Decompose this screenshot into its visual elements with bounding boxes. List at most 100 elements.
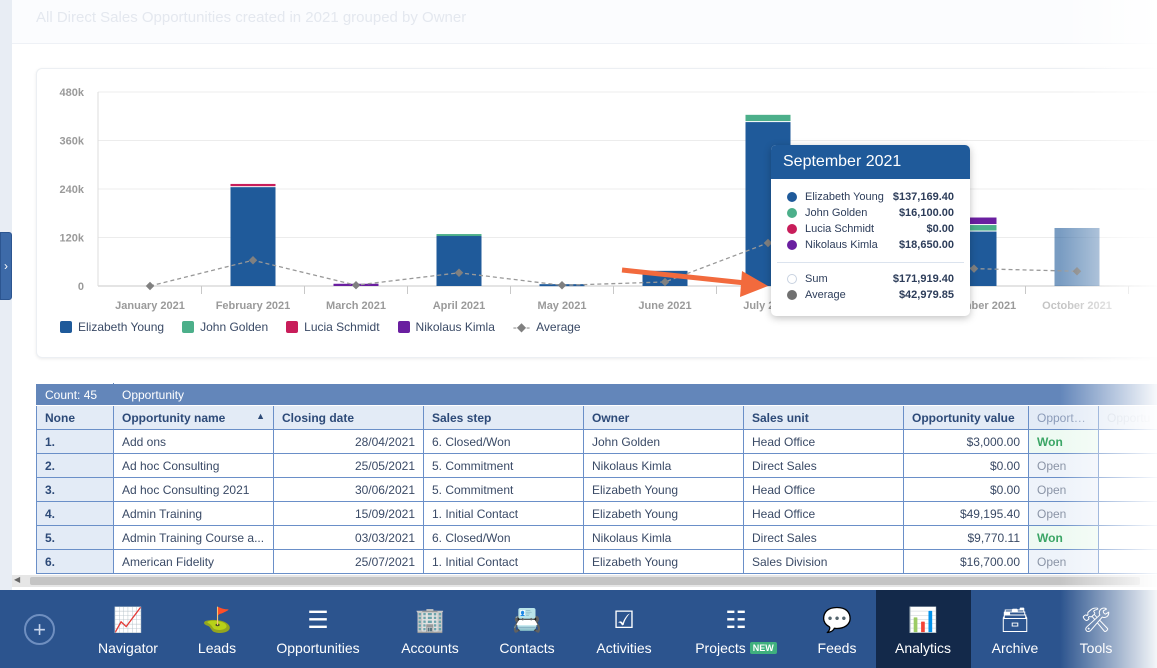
average-point[interactable] [969, 264, 979, 273]
nav-navigator[interactable]: 📈 Navigator [73, 590, 183, 668]
column-header[interactable]: Opportunity name ▲ [113, 405, 274, 430]
bar-john-golden[interactable] [951, 225, 997, 231]
average-point[interactable] [145, 281, 155, 291]
nav-projects[interactable]: ☷ Projects NEW [681, 590, 791, 668]
nav-tools[interactable]: 🛠 Tools [1041, 590, 1151, 668]
table-cell: $3,000.00 [903, 429, 1029, 454]
table-cell: 25/05/2021 [273, 453, 424, 478]
table-cell: Open [1028, 501, 1099, 526]
column-header[interactable]: Closing date [273, 405, 424, 430]
column-header[interactable]: Opportu... [1028, 405, 1099, 430]
table-cell: Open [1028, 549, 1099, 574]
column-header[interactable]: Owner [583, 405, 744, 430]
average-point[interactable] [557, 281, 567, 290]
legend-item-average[interactable]: -◆- Average [512, 320, 581, 334]
bottom-navigation: + 📈 Navigator ⛳ Leads ☰ Opportunities 🏢 Account… [0, 590, 1157, 668]
table-row[interactable]: 2. Ad hoc Consulting 25/05/2021 5. Commitme… [36, 453, 1157, 478]
table-cell: John Golden [583, 429, 744, 454]
table-row[interactable]: 4. Admin Training 15/09/2021 1. Initial Con… [36, 501, 1157, 526]
table-cell: Admin Training [113, 501, 274, 526]
bar-lucia-schmidt[interactable] [230, 183, 276, 187]
legend-item[interactable]: Lucia Schmidt [286, 320, 380, 334]
average-point[interactable] [248, 255, 258, 265]
nav-contacts[interactable]: 📇 Contacts [472, 590, 582, 668]
table-cell: Direct Sales [743, 453, 904, 478]
table-cell [1097, 501, 1157, 526]
nav-feeds[interactable]: 💬 Feeds [782, 590, 892, 668]
column-header[interactable]: None [36, 405, 114, 430]
tooltip-divider [777, 262, 964, 263]
scroll-left-icon[interactable]: ◀ [14, 575, 21, 584]
average-point[interactable] [454, 268, 464, 278]
table-cell: 03/03/2021 [273, 525, 424, 550]
table-cell: Ad hoc Consulting 2021 [113, 477, 274, 502]
table-row[interactable]: 6. American Fidelity 25/07/2021 1. Initial … [36, 549, 1157, 574]
expand-sidebar-chevron-icon[interactable]: › [0, 232, 12, 300]
column-header[interactable]: Sales unit [743, 405, 904, 430]
average-point[interactable] [660, 277, 670, 287]
nav-archive[interactable]: 🗃 Archive [960, 590, 1070, 668]
nav-analytics[interactable]: 📊 Analytics [875, 590, 971, 668]
table-cell: Open [1028, 453, 1099, 478]
table-cell [1097, 525, 1157, 550]
bar-john-golden[interactable] [436, 234, 482, 237]
column-header[interactable]: Opportunity value [903, 405, 1029, 430]
bar-john-golden[interactable] [745, 114, 791, 122]
table-cell: 5. Commitment [423, 453, 584, 478]
table-cell: Open [1028, 477, 1099, 502]
table-cell [1097, 453, 1157, 478]
tooltip-row: Nikolaus Kimla $18,650.00 [771, 237, 970, 253]
bar-elizabeth-young[interactable] [230, 187, 276, 286]
average-point[interactable] [351, 280, 361, 290]
table-cell: 1. [36, 429, 114, 454]
table-cell: Head Office [743, 429, 904, 454]
table-cell: Won [1028, 429, 1099, 454]
y-tick-label: 240k [60, 184, 85, 196]
x-tick-label: April 2021 [433, 300, 486, 312]
scrollbar-thumb[interactable] [30, 577, 1140, 585]
nav-opportunities[interactable]: ☰ Opportunities [263, 590, 373, 668]
legend-swatch [182, 321, 195, 333]
x-tick-label: March 2021 [326, 300, 386, 312]
table-cell: Ad hoc Consulting [113, 453, 274, 478]
sort-ascending-icon[interactable]: ▲ [256, 410, 265, 421]
table-row[interactable]: 1. Add ons 28/04/2021 6. Closed/Won John Gol… [36, 429, 1157, 454]
bar-nikolaus-kimla[interactable] [951, 217, 997, 225]
table-row[interactable]: 5. Admin Training Course a... 03/03/2021 6.… [36, 525, 1157, 550]
bar-elizabeth-young[interactable] [436, 235, 482, 286]
x-tick-label: February 2021 [216, 300, 291, 312]
tooltip-title: September 2021 [771, 145, 970, 179]
table-cell: American Fidelity [113, 549, 274, 574]
legend-item[interactable]: Nikolaus Kimla [397, 320, 495, 334]
table-cell: 3. [36, 477, 114, 502]
table-cell: Sales Division [743, 549, 904, 574]
opportunities-icon: ☰ [307, 607, 329, 634]
tooltip-sum-row: Sum $171,919.40 [771, 271, 970, 287]
y-tick-label: 120k [60, 233, 85, 245]
nav-activities[interactable]: ☑ Activities [569, 590, 679, 668]
table-cell: Add ons [113, 429, 274, 454]
y-tick-label: 0 [78, 281, 84, 293]
column-header[interactable]: Sales step [423, 405, 584, 430]
table-cell: 5. Commitment [423, 477, 584, 502]
legend-item[interactable]: Elizabeth Young [60, 320, 164, 334]
group-header: Opportunity [112, 383, 1157, 406]
column-header[interactable]: Opportu [1097, 405, 1157, 430]
contacts-icon: 📇 [512, 607, 542, 634]
activities-icon: ☑ [613, 607, 635, 634]
table-cell: $49,195.40 [903, 501, 1029, 526]
table-cell [1097, 429, 1157, 454]
tooltip-row: John Golden $16,100.00 [771, 205, 970, 221]
nav-accounts[interactable]: 🏢 Accounts [375, 590, 485, 668]
legend-item[interactable]: John Golden [182, 320, 268, 334]
add-plus-button[interactable]: + [24, 614, 55, 645]
table-cell: Elizabeth Young [583, 477, 744, 502]
horizontal-scrollbar[interactable]: ◀ [12, 575, 1157, 587]
table-cell: Elizabeth Young [583, 549, 744, 574]
tooltip-row: Lucia Schmidt $0.00 [771, 221, 970, 237]
table-cell: $9,770.11 [903, 525, 1029, 550]
table-cell: $16,700.00 [903, 549, 1029, 574]
table-row[interactable]: 3. Ad hoc Consulting 2021 30/06/2021 5. Com… [36, 477, 1157, 502]
nav-leads[interactable]: ⛳ Leads [162, 590, 272, 668]
report-header: All Direct Sales Opportunities created i… [12, 0, 1157, 44]
